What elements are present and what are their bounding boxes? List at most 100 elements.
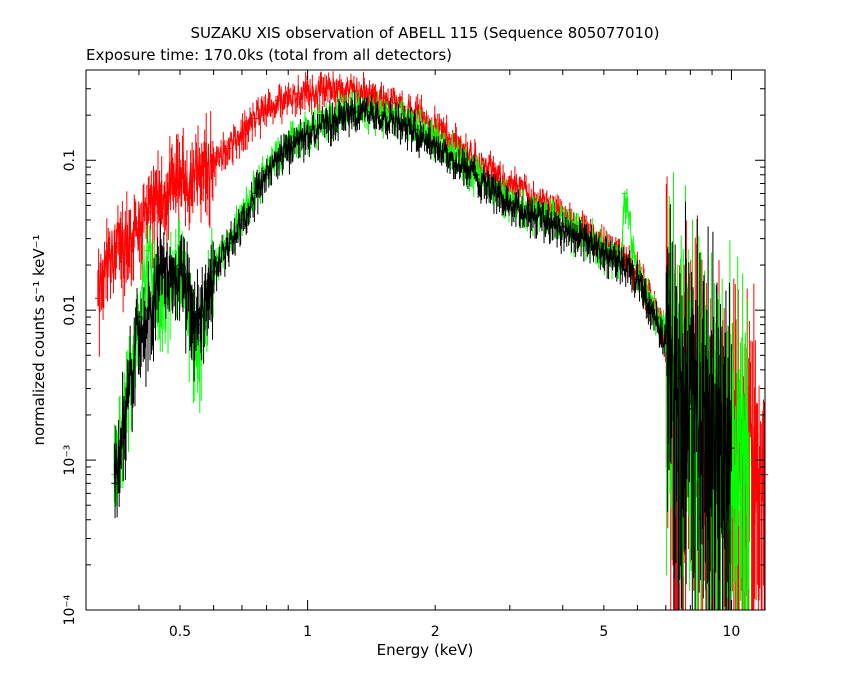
data-step <box>229 138 232 144</box>
data-step <box>161 180 163 212</box>
data-step <box>337 125 339 127</box>
data-step <box>314 118 317 129</box>
data-step <box>140 228 143 234</box>
data-step <box>387 122 389 127</box>
data-step <box>566 221 569 226</box>
data-step <box>315 131 318 137</box>
data-step <box>101 263 104 282</box>
data-step <box>225 153 227 156</box>
data-step <box>345 83 348 90</box>
data-step <box>401 128 404 131</box>
data-step <box>194 312 196 314</box>
data-step <box>624 195 626 208</box>
data-step <box>426 116 428 123</box>
data-step <box>294 144 297 149</box>
data-step <box>380 87 383 108</box>
data-step <box>440 147 443 151</box>
data-step <box>515 176 518 188</box>
data-step <box>634 257 636 261</box>
data-step <box>379 105 382 121</box>
data-step <box>193 158 195 183</box>
data-step <box>154 256 156 285</box>
data-step <box>327 125 329 128</box>
data-step <box>282 155 284 165</box>
data-step <box>501 197 504 205</box>
data-step <box>329 81 332 88</box>
data-step <box>481 182 483 184</box>
data-step <box>257 105 260 120</box>
data-step <box>516 195 518 202</box>
data-step <box>326 114 329 127</box>
data-step <box>333 87 336 90</box>
data-step <box>395 96 398 107</box>
data-step <box>226 236 229 239</box>
data-step <box>248 122 250 130</box>
data-step <box>494 178 497 192</box>
data-step <box>141 231 143 234</box>
data-step <box>114 242 117 252</box>
data-step <box>293 136 296 149</box>
data-step <box>211 161 214 177</box>
data-step <box>472 163 475 173</box>
data-step <box>422 127 425 140</box>
data-step <box>362 82 365 99</box>
data-step <box>131 375 133 385</box>
data-step <box>147 207 149 221</box>
data-step <box>395 116 398 123</box>
data-step <box>747 412 749 513</box>
data-step <box>349 107 351 110</box>
data-step <box>354 101 356 115</box>
data-step <box>235 214 237 227</box>
data-step <box>411 108 413 112</box>
data-step <box>130 370 133 376</box>
data-step <box>356 119 358 122</box>
data-step <box>408 114 411 117</box>
data-step <box>299 129 301 143</box>
data-step <box>485 158 488 175</box>
data-step <box>628 211 631 216</box>
data-step <box>315 86 318 100</box>
data-step <box>236 133 239 136</box>
data-step <box>320 119 323 128</box>
data-step <box>124 418 127 431</box>
data-step <box>148 188 151 191</box>
data-step <box>305 84 308 96</box>
data-step <box>420 133 423 140</box>
data-step <box>446 151 448 158</box>
data-step <box>417 134 419 141</box>
data-step <box>507 193 509 210</box>
data-step <box>320 110 323 115</box>
data-step <box>297 85 300 96</box>
data-step <box>151 274 154 291</box>
data-step <box>306 124 309 131</box>
data-step <box>265 114 268 116</box>
data-step <box>220 146 223 165</box>
data-step <box>352 107 354 111</box>
data-step <box>210 141 212 169</box>
data-step <box>332 78 335 89</box>
data-step <box>126 222 129 235</box>
data-step <box>626 198 629 205</box>
data-step <box>334 89 337 99</box>
data-step <box>489 181 492 194</box>
data-step <box>179 248 182 265</box>
data-step <box>368 115 371 122</box>
data-step <box>243 204 246 226</box>
data-step <box>481 167 484 172</box>
data-step <box>238 216 240 224</box>
data-step <box>377 100 380 107</box>
data-step <box>330 124 333 131</box>
data-step <box>489 159 492 166</box>
data-step <box>208 279 210 282</box>
data-step <box>386 125 388 128</box>
data-step <box>299 97 302 103</box>
data-step <box>418 118 421 132</box>
data-step <box>135 330 138 334</box>
data-step <box>262 167 265 170</box>
data-step <box>182 152 185 184</box>
data-step <box>438 147 441 154</box>
data-step <box>448 142 451 152</box>
data-step <box>492 177 495 198</box>
data-step <box>224 144 227 156</box>
